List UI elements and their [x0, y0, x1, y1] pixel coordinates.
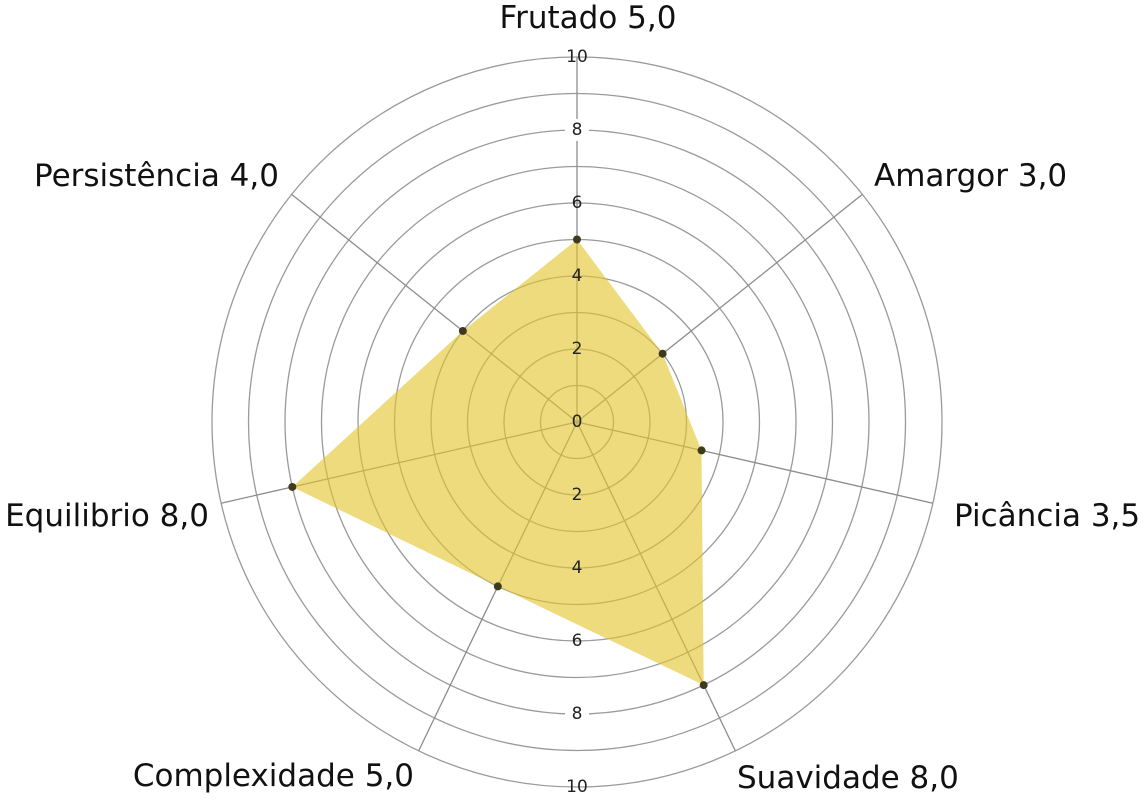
tick-label: 0 [572, 412, 583, 432]
tick-backdrop [565, 703, 589, 725]
data-series [288, 235, 708, 690]
axis-label-frutado: Frutado 5,0 [500, 0, 677, 36]
axis-label-suavidade: Suavidade 8,0 [737, 760, 959, 796]
data-point-equilibrio [288, 482, 297, 491]
data-point-complexidade [493, 582, 502, 591]
data-area [292, 239, 704, 686]
tick-label: 10 [566, 47, 588, 67]
tick-label: 2 [572, 485, 583, 505]
axis-label-amargor: Amargor 3,0 [874, 158, 1067, 194]
data-point-amargor [658, 349, 667, 358]
tick-label: 2 [572, 339, 583, 359]
axis-labels: Frutado 5,0 Amargor 3,0 Picância 3,5 Suavid… [5, 0, 1140, 796]
radial-tick-labels: 0 2 4 6 8 10 2 4 6 8 10 [565, 47, 589, 797]
data-point-suavidade [699, 681, 708, 690]
tick-label: 8 [572, 704, 583, 724]
axis-label-picancia: Picância 3,5 [954, 498, 1140, 534]
tick-label: 6 [572, 193, 583, 213]
data-point-frutado [573, 235, 581, 244]
axis-label-equilibrio: Equilibrio 8,0 [5, 498, 209, 534]
data-point-picancia [697, 446, 706, 455]
tick-label: 4 [572, 558, 583, 578]
tick-backdrop [565, 119, 589, 141]
tick-label: 8 [572, 120, 583, 140]
tick-label: 10 [566, 777, 588, 797]
tick-label: 6 [572, 631, 583, 651]
axis-label-persistencia: Persistência 4,0 [34, 158, 279, 194]
data-point-persistencia [458, 326, 467, 335]
tick-label: 4 [572, 266, 583, 286]
axis-label-complexidade: Complexidade 5,0 [133, 758, 414, 794]
